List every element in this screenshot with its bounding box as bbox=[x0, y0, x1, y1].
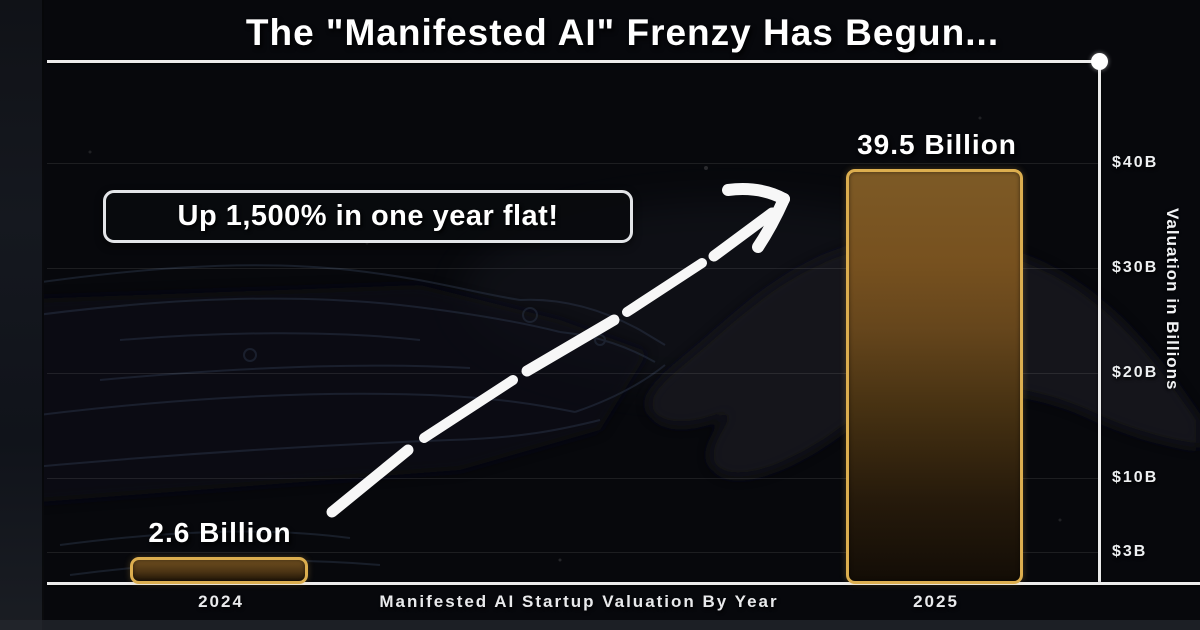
x-axis-title: Manifested AI Startup Valuation By Year bbox=[379, 592, 779, 611]
annotation-text: Up 1,500% in one year flat! bbox=[177, 200, 559, 232]
gridline-10b bbox=[47, 478, 1098, 479]
x-axis-line bbox=[47, 582, 1200, 585]
x-category-2024: 2024 bbox=[198, 592, 244, 611]
gridline-30b bbox=[47, 268, 1098, 269]
x-category-2025: 2025 bbox=[913, 592, 959, 611]
y-tick-40b: $40B bbox=[1112, 154, 1159, 171]
y-axis-title: Valuation in Billions bbox=[1163, 208, 1182, 391]
y-axis-line bbox=[1098, 60, 1101, 585]
robot-arm-silhouette bbox=[0, 285, 648, 505]
bar-2025 bbox=[846, 169, 1023, 584]
y-tick-10b: $10B bbox=[1112, 469, 1159, 486]
y-tick-3b: $3B bbox=[1112, 543, 1148, 560]
y-tick-30b: $30B bbox=[1112, 259, 1159, 276]
background-bottom-band bbox=[0, 620, 1200, 630]
gridline-3b bbox=[47, 552, 1098, 553]
bar-value-label-2024: 2.6 Billion bbox=[148, 517, 292, 548]
background-left-strip bbox=[0, 0, 44, 630]
y-tick-20b: $20B bbox=[1112, 364, 1159, 381]
annotation-callout: Up 1,500% in one year flat! bbox=[103, 190, 633, 243]
bar-2024 bbox=[130, 557, 308, 584]
page-title: The "Manifested AI" Frenzy Has Begun... bbox=[245, 12, 1000, 53]
gridline-40b bbox=[47, 163, 1098, 164]
chart-top-border bbox=[47, 60, 1095, 63]
bar-value-label-2025: 39.5 Billion bbox=[857, 129, 1017, 160]
axis-corner-dot bbox=[1091, 53, 1108, 70]
